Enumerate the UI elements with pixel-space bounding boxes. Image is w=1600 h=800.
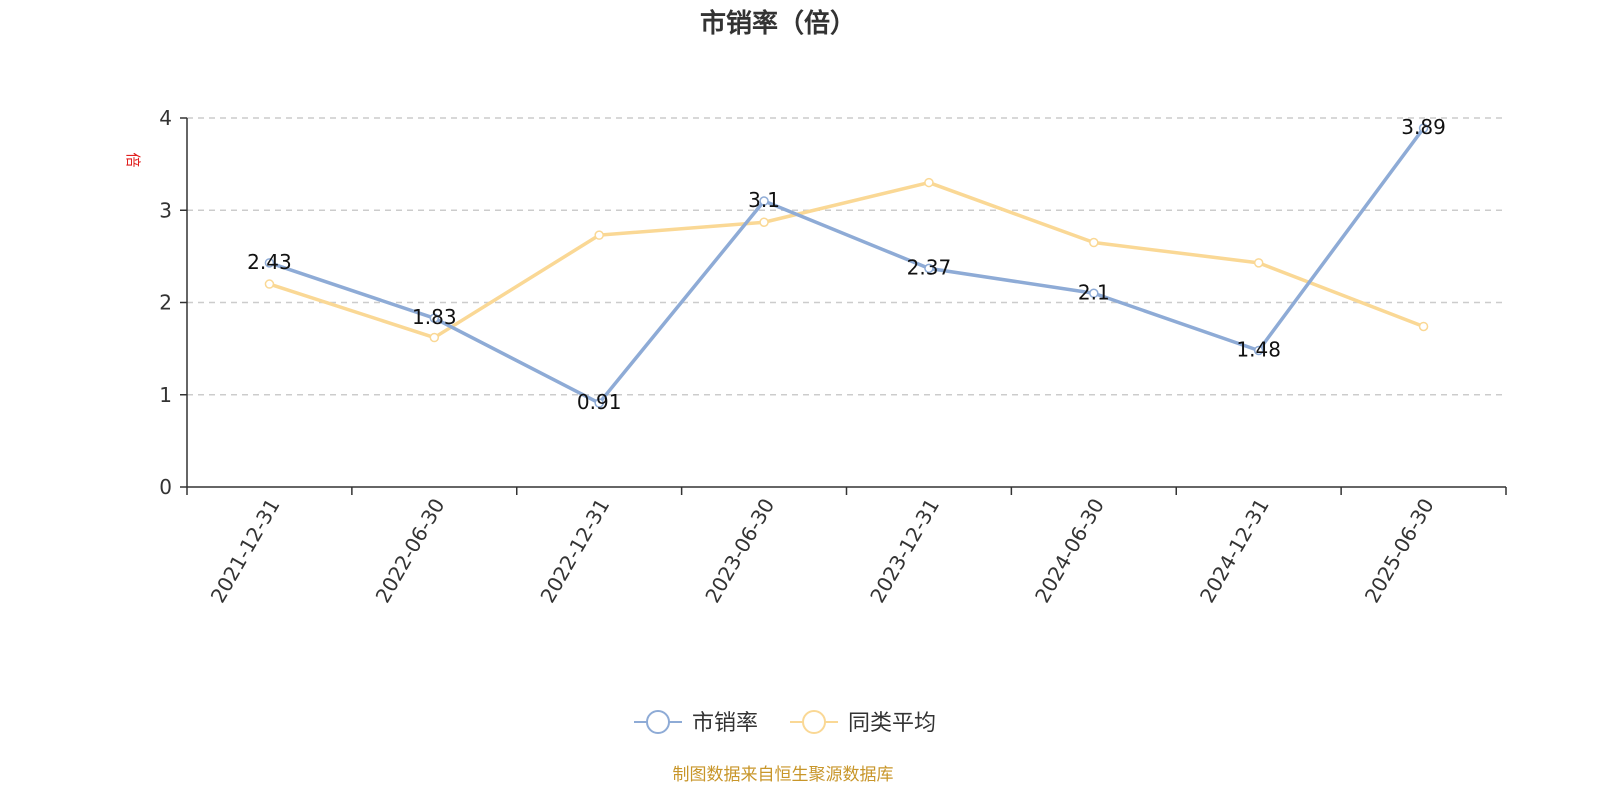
y-tick-label: 1 xyxy=(159,383,172,407)
legend: 市销率 同类平均 xyxy=(634,710,936,736)
data-point xyxy=(594,398,604,408)
data-label: 2.37 xyxy=(907,255,952,279)
legend-label: 市销率 xyxy=(692,711,758,736)
x-tick-label: 2022-12-31 xyxy=(535,494,614,607)
axes: 0 1 2 3 4 2021-12-31 2022-06-30 2022-12-31 2023-… xyxy=(159,106,1507,607)
data-label: 2.43 xyxy=(247,250,292,274)
data-point xyxy=(1418,123,1429,133)
data-label: 3.1 xyxy=(748,188,780,212)
x-tick-label: 2024-12-31 xyxy=(1195,494,1274,607)
y-tick-label: 0 xyxy=(159,475,172,499)
data-point xyxy=(264,279,275,289)
data-label: 3.89 xyxy=(1401,115,1446,139)
grid-lines xyxy=(187,117,1506,396)
y-tick-label: 3 xyxy=(159,198,172,222)
data-point xyxy=(264,258,275,268)
data-source-note: 制图数据来自恒生聚源数据库 xyxy=(673,765,894,785)
data-point xyxy=(1253,258,1264,268)
data-point xyxy=(1418,321,1429,332)
data-point xyxy=(924,263,934,274)
data-point xyxy=(429,313,440,323)
x-tick-label: 2021-12-31 xyxy=(206,494,285,607)
data-point xyxy=(1253,345,1264,356)
legend-marker xyxy=(802,710,827,734)
data-point xyxy=(1089,237,1099,248)
data-point xyxy=(924,177,934,188)
y-tick-label: 2 xyxy=(159,291,172,315)
data-label: 1.83 xyxy=(412,305,457,329)
data-point xyxy=(1089,288,1099,299)
chart-title: 市销率（倍） xyxy=(700,8,856,39)
data-point xyxy=(759,217,769,227)
data-point xyxy=(594,230,604,240)
y-axis-unit-label: 倍 xyxy=(124,152,142,167)
data-label: 2.1 xyxy=(1078,280,1110,304)
data-point xyxy=(429,332,440,343)
series-line-0 xyxy=(268,127,1425,405)
legend-label: 同类平均 xyxy=(848,711,936,736)
x-tick-label: 2024-06-30 xyxy=(1030,494,1109,607)
series-line-1 xyxy=(268,180,1425,340)
series-lines xyxy=(264,123,1429,408)
legend-marker xyxy=(646,710,670,734)
data-point xyxy=(759,196,769,206)
x-tick-label: 2022-06-30 xyxy=(371,494,450,607)
data-labels: 2.43 1.83 0.91 3.1 2.37 2.1 1.48 3.89 xyxy=(247,115,1446,414)
data-label: 0.91 xyxy=(577,390,622,414)
x-tick-label: 2023-06-30 xyxy=(700,494,779,607)
x-tick-label: 2025-06-30 xyxy=(1360,494,1439,607)
data-label: 1.48 xyxy=(1236,337,1281,361)
y-tick-label: 4 xyxy=(159,106,172,130)
x-tick-label: 2023-12-31 xyxy=(865,494,944,607)
